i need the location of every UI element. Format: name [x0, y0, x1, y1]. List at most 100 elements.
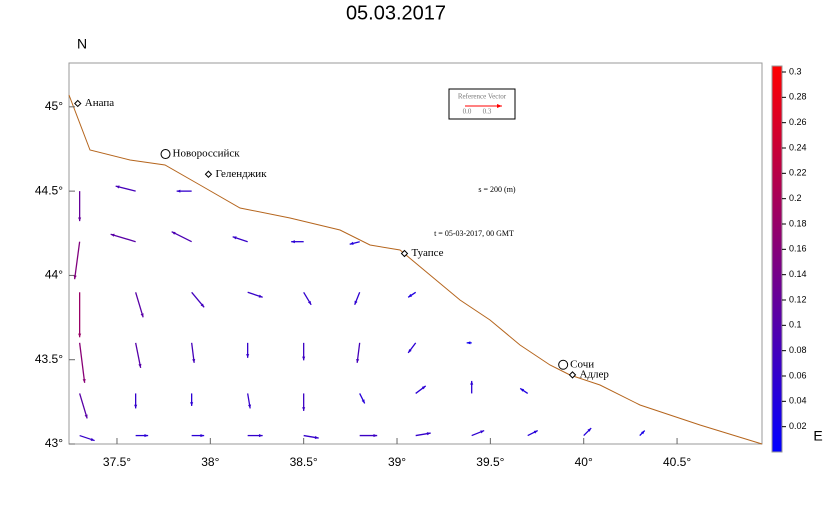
- vector-head: [138, 363, 142, 368]
- colorbar-tick-label: 0.24: [789, 142, 807, 152]
- current-vector: [171, 231, 192, 243]
- current-vector: [190, 393, 194, 406]
- current-vector: [246, 342, 250, 358]
- vector-head: [190, 402, 194, 406]
- city-label: Туапсе: [411, 247, 443, 259]
- current-vector: [78, 342, 86, 383]
- reference-arrowhead: [497, 104, 502, 108]
- vector-head: [232, 236, 237, 240]
- vector-shaft: [79, 393, 88, 419]
- vector-head: [408, 293, 413, 298]
- current-vector: [519, 387, 529, 394]
- colorbar-tick-label: 0.06: [789, 370, 807, 380]
- vector-head: [246, 354, 250, 358]
- colorbar-tick-label: 0.26: [789, 117, 807, 127]
- current-vector: [135, 434, 149, 438]
- vector-head: [587, 428, 592, 432]
- vector-head: [176, 189, 181, 193]
- vector-head: [314, 435, 319, 440]
- current-vector: [78, 191, 82, 222]
- vector-head: [302, 356, 306, 361]
- vector-head: [354, 300, 358, 305]
- city-marker: [74, 99, 82, 108]
- x-tick-label: 39°: [388, 455, 406, 469]
- city-marker: [204, 170, 213, 178]
- vector-head: [408, 348, 412, 353]
- city-marker: [558, 359, 569, 370]
- reference-box: [448, 88, 516, 120]
- current-vector: [470, 380, 474, 394]
- annotation: s = 200 (m): [478, 185, 516, 194]
- current-vector: [527, 429, 538, 437]
- city-label: Адлер: [580, 368, 610, 380]
- colorbar-tick-label: 0.2: [789, 193, 802, 203]
- current-vector: [134, 393, 138, 409]
- vector-head: [115, 185, 120, 189]
- x-tick-label: 40.5°: [663, 455, 691, 469]
- y-axis-label: N: [77, 36, 87, 52]
- y-tick-label: 43.5°: [35, 352, 63, 366]
- current-vector: [247, 434, 263, 438]
- current-vector: [110, 233, 136, 243]
- annotation: t = 05-03-2017, 00 GMT: [434, 229, 514, 238]
- current-vector: [415, 432, 431, 437]
- vector-head: [82, 379, 86, 383]
- colorbar-tick-label: 0.14: [789, 269, 807, 279]
- x-axis-label: E: [813, 428, 822, 444]
- city-label: Новороссийск: [173, 148, 241, 160]
- current-vector: [303, 434, 319, 440]
- current-vector: [135, 292, 144, 318]
- x-tick-label: 37.5°: [103, 455, 131, 469]
- vector-head: [200, 303, 205, 308]
- x-tick-label: 38°: [201, 455, 219, 469]
- vector-head: [90, 437, 95, 441]
- current-vector: [303, 291, 312, 306]
- current-vector: [407, 342, 417, 354]
- colorbar-tick-label: 0.3: [789, 66, 802, 76]
- x-tick-label: 38.5°: [290, 455, 318, 469]
- current-vector: [135, 342, 142, 368]
- vector-head: [356, 359, 360, 363]
- vector-head: [73, 275, 77, 280]
- vector-head: [533, 430, 538, 434]
- vector-shaft: [135, 292, 144, 318]
- vector-head: [192, 359, 196, 363]
- city-marker: [160, 149, 171, 160]
- vector-head: [307, 300, 312, 305]
- colorbar-tick-label: 0.04: [789, 396, 807, 406]
- colorbar-tick-label: 0.02: [789, 421, 807, 431]
- vector-head: [200, 434, 205, 438]
- vector-head: [302, 407, 306, 411]
- current-vector: [302, 393, 306, 411]
- vector-head: [361, 399, 365, 404]
- current-vector: [356, 342, 361, 363]
- vector-head: [641, 430, 645, 435]
- vector-shaft: [171, 231, 192, 243]
- colorbar-tick-label: 0.08: [789, 345, 807, 355]
- vector-head: [258, 434, 263, 438]
- current-vector: [302, 342, 306, 361]
- vector-head: [134, 404, 138, 409]
- current-vector: [583, 427, 592, 437]
- vector-head: [466, 341, 471, 345]
- current-vector: [79, 393, 88, 419]
- colorbar: [771, 65, 783, 453]
- city-label: Сочи: [570, 358, 594, 370]
- y-tick-label: 43°: [45, 436, 63, 450]
- current-vector: [415, 385, 427, 394]
- vector-head: [258, 294, 263, 298]
- reference-start: 0.0: [463, 108, 472, 116]
- vector-shaft: [135, 342, 142, 368]
- y-tick-label: 44.5°: [35, 183, 63, 197]
- x-tick-label: 39.5°: [476, 455, 504, 469]
- current-vector: [466, 341, 472, 345]
- vector-head: [373, 434, 378, 438]
- y-tick-label: 44°: [45, 268, 63, 282]
- current-vector: [407, 291, 417, 298]
- current-vector: [78, 292, 82, 338]
- x-tick-label: 40°: [575, 455, 593, 469]
- current-vector: [79, 434, 95, 442]
- vector-head: [171, 231, 176, 235]
- colorbar-tick-label: 0.1: [789, 320, 802, 330]
- vector-shaft: [78, 342, 86, 383]
